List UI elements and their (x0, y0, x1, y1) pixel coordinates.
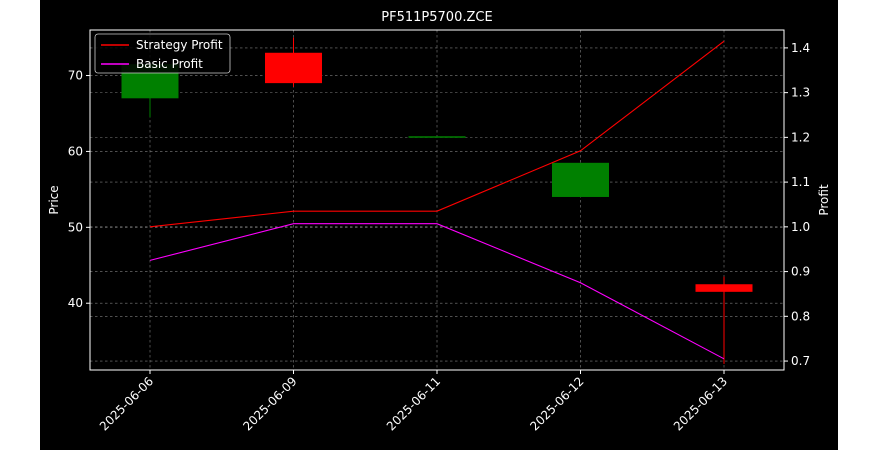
date-tick-label: 2025-06-09 (240, 374, 299, 433)
profit-tick-label: 1.3 (791, 86, 810, 100)
profit-tick-label: 0.8 (791, 309, 810, 323)
profit-tick-label: 1.0 (791, 220, 810, 234)
price-profit-chart: PF511P5700.ZCE 40 50 60 70 0.7 0.8 0.9 1.0 1.1 1… (47, 10, 831, 433)
legend-box (94, 33, 231, 74)
date-tick-label: 2025-06-13 (671, 374, 730, 433)
candle-body (265, 52, 322, 84)
right-axis-label: Profit (817, 184, 831, 216)
left-axis-label: Price (47, 185, 61, 214)
price-tick-label: 60 (68, 144, 83, 158)
date-tick-label: 2025-06-12 (527, 374, 586, 433)
grid-lines (90, 30, 784, 370)
legend-label: Strategy Profit (136, 38, 223, 52)
strategy-profit-line (149, 40, 725, 228)
profit-tick-label: 1.4 (791, 41, 810, 55)
price-tick-label: 70 (68, 69, 83, 83)
chart-title: PF511P5700.ZCE (381, 10, 492, 25)
price-tick-label: 50 (68, 220, 83, 234)
date-tick-label: 2025-06-06 (97, 374, 156, 433)
price-tick-label: 40 (68, 296, 83, 310)
candle-body (552, 162, 609, 197)
left-price-axis: 40 50 60 70 (68, 69, 90, 310)
profit-tick-label: 1.2 (791, 130, 810, 144)
profit-lines (149, 40, 725, 360)
profit-tick-label: 1.1 (791, 175, 810, 189)
right-profit-axis: 0.7 0.8 0.9 1.0 1.1 1.2 1.3 1.4 (784, 41, 810, 368)
basic-profit-line (149, 223, 725, 360)
x-date-axis: 2025-06-06 2025-06-09 2025-06-11 2025-06-12… (97, 370, 730, 433)
profit-tick-label: 0.7 (791, 354, 810, 368)
legend-label: Basic Profit (136, 57, 203, 71)
date-tick-label: 2025-06-11 (384, 374, 443, 433)
candle-body (695, 284, 753, 292)
profit-tick-label: 0.9 (791, 265, 810, 279)
candle-body (408, 136, 466, 138)
chart-background: PF511P5700.ZCE 40 50 60 70 0.7 0.8 0.9 1.0 1.1 1… (40, 0, 838, 450)
legend: Strategy Profit Basic Profit (94, 33, 231, 74)
